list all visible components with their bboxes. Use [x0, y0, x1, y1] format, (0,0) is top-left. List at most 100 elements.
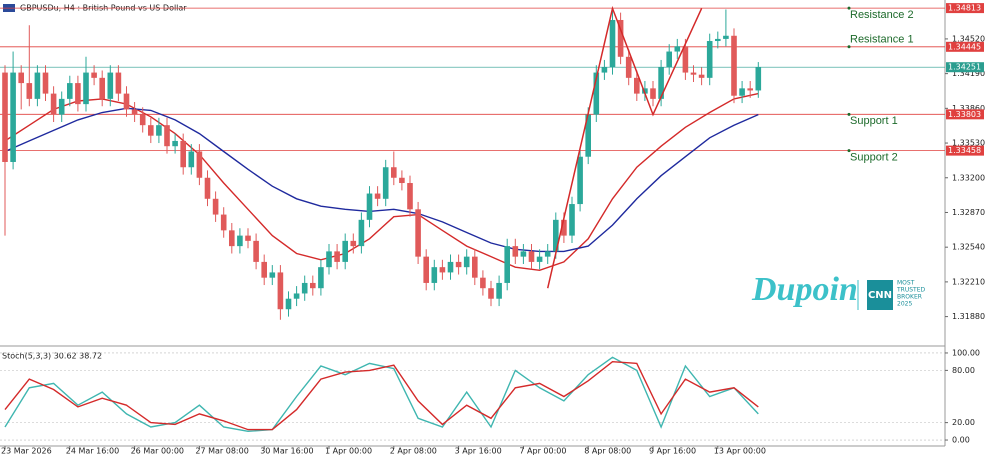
candle-body — [399, 177, 405, 184]
candle-body — [682, 46, 689, 73]
candle-body — [180, 140, 186, 168]
candle-body — [617, 19, 624, 57]
candle-body — [334, 251, 340, 262]
candle-body — [277, 272, 284, 310]
candle-body — [107, 72, 114, 99]
candle-body — [553, 219, 559, 252]
candle-body — [431, 267, 438, 283]
candle-body — [593, 72, 600, 115]
level-price-box — [946, 3, 984, 14]
level-price-box — [946, 109, 984, 120]
candle-body — [658, 67, 664, 99]
stoch-title: Stoch(5,3,3) 30.62 38.72 — [2, 352, 102, 361]
level-price-box — [946, 41, 984, 52]
candle-body — [366, 193, 373, 220]
candle-body — [204, 177, 211, 199]
level-price: 1.34813 — [948, 4, 981, 13]
candle-body — [472, 256, 478, 278]
x-tick-label: 3 Apr 16:00 — [455, 447, 502, 456]
candle-body — [561, 219, 567, 236]
candle-body — [269, 272, 276, 278]
candle-body — [139, 114, 146, 126]
candle-body — [488, 288, 494, 299]
level-anchor — [847, 112, 851, 116]
candle-body — [326, 251, 332, 268]
line — [4, 92, 759, 272]
candle-body — [698, 74, 705, 78]
candle-body — [504, 246, 510, 283]
badge — [867, 280, 893, 310]
candle-body — [18, 72, 24, 84]
zigzag-line — [546, 5, 703, 289]
badge-text: 2025 — [897, 301, 912, 308]
candle-body — [220, 214, 227, 231]
candle-body — [536, 256, 543, 262]
level-name: Resistance 1 — [850, 34, 914, 46]
candle-body — [634, 77, 640, 94]
level-name: Resistance 2 — [850, 9, 914, 21]
candle-body — [706, 41, 713, 78]
candle-body — [447, 261, 454, 273]
candle-body — [585, 114, 591, 157]
x-tick-label: 24 Mar 16:00 — [66, 447, 119, 456]
y-tick-label: 1.32540 — [952, 243, 985, 252]
candle-body — [755, 67, 762, 91]
badge-text: BROKER — [897, 294, 922, 301]
candle-body — [34, 72, 41, 99]
x-tick-label: 9 Apr 16:00 — [649, 447, 696, 456]
candle-body — [528, 251, 535, 262]
candle-body — [423, 256, 429, 283]
y-tick-label: 1.34190 — [952, 69, 985, 78]
candle-body — [609, 19, 616, 68]
candle-body — [91, 72, 97, 78]
candle-body — [715, 38, 721, 42]
y-tick-label: 1.33530 — [952, 139, 985, 148]
y-tick-label: 1.34520 — [952, 34, 985, 43]
candle-body — [50, 93, 57, 115]
candle-body — [123, 93, 130, 110]
candle-body — [731, 35, 737, 96]
candle-body — [26, 83, 33, 99]
y-tick-label: 1.33860 — [952, 104, 985, 113]
candle-body — [512, 246, 519, 257]
x-tick-label: 26 Mar 00:00 — [131, 447, 184, 456]
candle-body — [99, 77, 105, 99]
candle-body — [301, 282, 308, 294]
y-tick-label: 80.00 — [952, 366, 975, 375]
candle-body — [245, 235, 251, 241]
y-tick-label: 100.00 — [952, 348, 980, 357]
candle-body — [723, 35, 729, 39]
candle-body — [58, 98, 65, 115]
watermark: Dupoin CNN MOST TRUSTED BROKER 2025 — [751, 271, 925, 310]
candle-body — [642, 88, 648, 94]
candle-body — [463, 256, 470, 268]
badge-text: MOST — [897, 280, 915, 287]
y-tick-label: 0.00 — [952, 436, 970, 445]
level-name: Support 2 — [850, 152, 898, 164]
y-tick-label: 1.31880 — [952, 312, 985, 321]
candle-body — [544, 251, 551, 257]
candle-body — [115, 72, 122, 94]
candle-body — [342, 240, 348, 262]
candle-body — [196, 151, 203, 178]
current-price-box — [946, 62, 984, 73]
x-tick-label: 23 Mar 2026 — [1, 447, 52, 456]
candle-body — [577, 156, 583, 205]
candle-body — [739, 88, 745, 96]
candle-body — [601, 67, 608, 73]
level-name: Support 1 — [850, 115, 898, 127]
candle-body — [455, 261, 462, 268]
candle-body — [229, 230, 235, 247]
candle-body — [520, 251, 527, 257]
candle-body — [382, 167, 389, 199]
candle-body — [10, 72, 16, 162]
candle-body — [148, 125, 154, 136]
candle-body — [650, 88, 656, 99]
candle-body — [285, 298, 292, 310]
current-price: 1.34251 — [948, 63, 981, 72]
badge-text: TRUSTED — [896, 287, 925, 294]
badge-name: CNN — [868, 290, 892, 301]
candle-body — [747, 88, 753, 91]
